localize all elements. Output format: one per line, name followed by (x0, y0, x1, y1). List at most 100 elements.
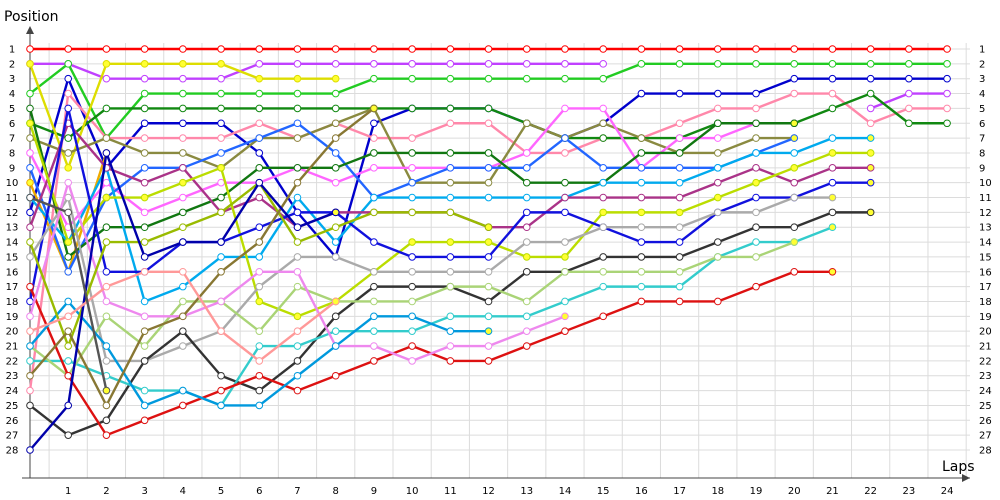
data-point (637, 208, 646, 217)
data-point (370, 327, 378, 335)
data-point (943, 104, 951, 113)
data-point (484, 223, 493, 232)
data-point (370, 45, 378, 53)
data-point (140, 401, 149, 410)
data-point (561, 253, 569, 261)
data-point (255, 60, 264, 68)
data-point (217, 267, 225, 276)
data-point (140, 104, 149, 113)
data-point (331, 178, 340, 187)
data-point (64, 164, 73, 172)
data-point (484, 45, 493, 53)
data-point (675, 208, 684, 217)
x-tick-label: 21 (826, 486, 839, 497)
data-point (408, 253, 416, 261)
data-point (484, 178, 493, 187)
data-point (217, 371, 225, 380)
data-point (331, 208, 340, 217)
data-point (637, 267, 646, 276)
data-point (599, 134, 607, 142)
data-point (370, 193, 378, 202)
data-point (522, 119, 531, 128)
data-point (179, 267, 187, 276)
series-26 (26, 149, 340, 454)
data-point (293, 208, 302, 217)
data-point (64, 45, 73, 53)
data-point (828, 223, 837, 232)
data-point (714, 60, 722, 68)
data-point (217, 164, 225, 172)
data-point (522, 253, 531, 261)
data-point (293, 60, 302, 68)
data-point (790, 60, 799, 68)
data-point (637, 134, 646, 142)
data-point (102, 282, 111, 291)
data-point (140, 312, 149, 321)
data-point (828, 149, 837, 157)
data-point (26, 104, 34, 113)
data-point (561, 297, 569, 306)
data-point (102, 149, 111, 157)
data-point (790, 193, 799, 202)
data-point (370, 238, 378, 246)
data-point (140, 297, 149, 306)
data-point (408, 312, 416, 321)
data-point (331, 253, 340, 261)
data-point (752, 208, 760, 217)
data-point (828, 60, 837, 68)
y-tick-label-left: 15 (6, 252, 19, 263)
data-point (828, 45, 837, 53)
data-point (217, 386, 225, 395)
data-point (293, 312, 302, 321)
data-point (217, 193, 225, 202)
data-point (102, 357, 111, 365)
data-point (484, 104, 493, 113)
y-tick-label-right: 10 (979, 178, 992, 189)
y-tick-label-left: 25 (6, 401, 19, 412)
data-point (790, 45, 799, 53)
data-point (446, 104, 455, 113)
data-point (484, 312, 493, 321)
data-point (370, 149, 378, 157)
y-tick-label-right: 1 (979, 45, 985, 56)
data-point (64, 193, 73, 202)
data-point (599, 208, 607, 217)
data-point (331, 342, 340, 350)
data-point (828, 193, 837, 202)
data-point (217, 297, 225, 306)
series-line (30, 62, 604, 80)
y-tick-label-right: 7 (979, 134, 985, 145)
data-point (64, 89, 73, 98)
data-point (26, 386, 34, 395)
data-point (293, 74, 302, 83)
x-tick-label: 7 (294, 486, 300, 497)
x-tick-label: 16 (635, 486, 648, 497)
data-point (64, 104, 73, 113)
data-point (255, 238, 264, 246)
data-point (866, 164, 875, 172)
data-point (140, 178, 149, 187)
data-point (293, 89, 302, 98)
data-point (370, 60, 378, 68)
y-tick-label-left: 28 (6, 446, 19, 457)
data-point (828, 267, 837, 276)
data-point (714, 178, 722, 187)
data-point (408, 178, 416, 187)
data-point (293, 119, 302, 128)
data-point (102, 223, 111, 232)
data-point (446, 193, 455, 202)
data-point (331, 104, 340, 113)
data-point (217, 149, 225, 157)
data-point (675, 223, 684, 232)
data-point (255, 342, 264, 350)
x-tick-label: 18 (711, 486, 724, 497)
data-point (64, 431, 73, 439)
data-point (675, 297, 684, 306)
y-tick-label-left: 13 (6, 223, 19, 234)
data-point (179, 238, 187, 246)
data-point (446, 342, 455, 350)
data-point (637, 60, 646, 68)
data-point (561, 104, 569, 113)
y-tick-label-left: 19 (6, 312, 19, 323)
